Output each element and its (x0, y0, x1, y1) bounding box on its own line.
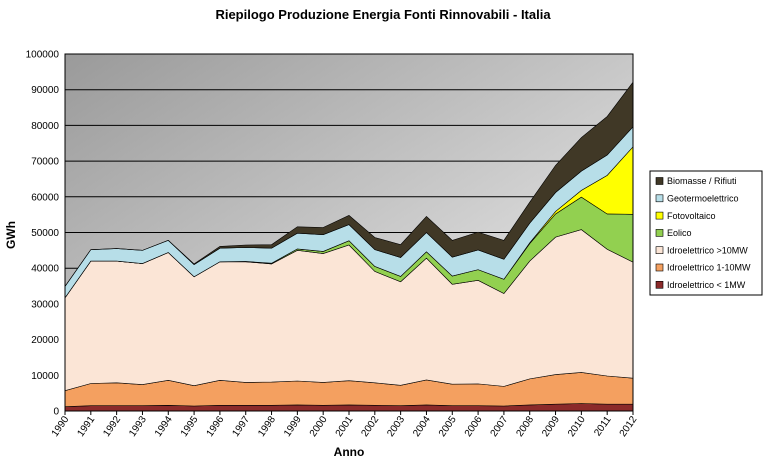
y-tick-label: 20000 (31, 335, 59, 346)
y-axis-title: GWh (4, 221, 18, 249)
x-axis-title: Anno (334, 445, 365, 459)
x-tick-label: 1991 (76, 414, 98, 439)
x-tick-label: 2008 (514, 414, 536, 439)
x-tick-label: 1990 (50, 414, 72, 439)
legend-swatch (655, 194, 664, 203)
legend-swatch (655, 211, 664, 220)
legend-label: Idroelettrico >10MW (667, 245, 748, 255)
y-tick-label: 50000 (31, 228, 59, 239)
y-tick-label: 60000 (31, 192, 59, 203)
x-tick-label: 2001 (334, 414, 356, 439)
legend-swatch (655, 280, 664, 289)
x-tick-label: 2009 (540, 414, 562, 439)
y-tick-label: 90000 (31, 85, 59, 96)
x-tick-label: 2010 (566, 414, 588, 439)
x-tick-label: 1999 (282, 414, 304, 439)
legend-label: Biomasse / Rifiuti (667, 176, 737, 186)
y-tick-label: 100000 (26, 50, 60, 61)
y-tick-label: 40000 (31, 264, 59, 275)
x-tick-label: 1994 (153, 414, 175, 439)
legend-swatch (655, 263, 664, 272)
chart-title: Riepilogo Produzione Energia Fonti Rinno… (215, 7, 551, 22)
x-tick-label: 2006 (463, 414, 485, 439)
y-tick-label: 30000 (31, 299, 59, 310)
x-tick-label: 1995 (179, 414, 201, 439)
x-tick-label: 2000 (308, 414, 330, 439)
legend-label: Geotermoelettrico (667, 194, 739, 204)
x-axis-ticks: 1990 1991 1992 1993 1994 1995 1996 1997 1998 1999… (50, 411, 640, 439)
x-tick-label: 2002 (360, 414, 382, 439)
legend-label: Eolico (667, 228, 692, 238)
x-tick-label: 2004 (411, 414, 433, 439)
x-tick-label: 1997 (230, 414, 252, 439)
legend-swatch (655, 246, 664, 254)
x-tick-label: 2011 (592, 414, 614, 438)
x-tick-label: 2007 (489, 414, 511, 439)
legend-swatch (655, 229, 664, 237)
legend-box (649, 170, 763, 296)
legend-label: Fotovoltaico (667, 211, 716, 221)
y-tick-label: 70000 (31, 157, 59, 168)
x-tick-label: 1996 (205, 414, 227, 439)
legend-label: Idroelettrico < 1MW (667, 280, 746, 290)
x-tick-label: 1993 (127, 414, 149, 439)
y-tick-label: 0 (53, 407, 59, 418)
x-tick-label: 2012 (618, 414, 640, 439)
x-tick-label: 1998 (256, 414, 278, 439)
legend-label: Idroelettrico 1-10MW (667, 263, 751, 273)
x-tick-label: 2003 (385, 414, 407, 439)
y-tick-label: 10000 (31, 371, 59, 382)
y-tick-label: 80000 (31, 121, 59, 132)
legend-swatch (655, 177, 664, 185)
y-axis-ticks: 0 10000 20000 30000 40000 50000 60000 70000 8000… (26, 50, 60, 418)
x-tick-label: 1992 (101, 414, 123, 439)
legend: Biomasse / Rifiuti Geotermoelettrico Fotov… (649, 170, 763, 296)
x-tick-label: 2005 (437, 414, 459, 439)
